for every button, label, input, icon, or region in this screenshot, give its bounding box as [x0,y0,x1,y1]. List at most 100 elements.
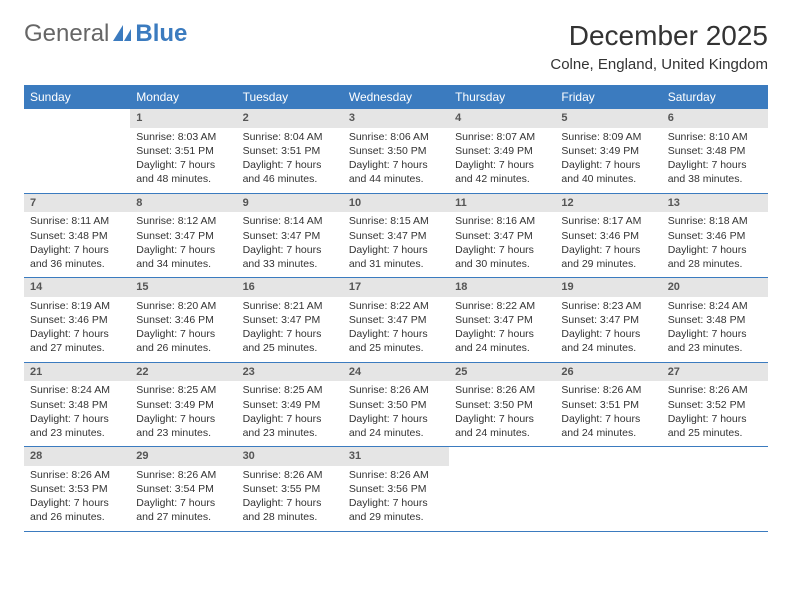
sunrise-text: Sunrise: 8:07 AM [455,130,549,144]
sunrise-text: Sunrise: 8:26 AM [349,468,443,482]
day-number: 11 [449,194,555,213]
sunrise-text: Sunrise: 8:19 AM [30,299,124,313]
sunrise-text: Sunrise: 8:11 AM [30,214,124,228]
daylight-text: Daylight: 7 hours and 28 minutes. [668,243,762,271]
day-number: 1 [130,109,236,128]
sunrise-text: Sunrise: 8:26 AM [30,468,124,482]
sunrise-text: Sunrise: 8:03 AM [136,130,230,144]
day-number: 22 [130,363,236,382]
daylight-text: Daylight: 7 hours and 26 minutes. [136,327,230,355]
sunrise-text: Sunrise: 8:06 AM [349,130,443,144]
sunset-text: Sunset: 3:53 PM [30,482,124,496]
sunset-text: Sunset: 3:47 PM [455,313,549,327]
sunrise-text: Sunrise: 8:23 AM [561,299,655,313]
day-number: 3 [343,109,449,128]
week-row: 7Sunrise: 8:11 AMSunset: 3:48 PMDaylight… [24,194,768,279]
day-content: Sunrise: 8:14 AMSunset: 3:47 PMDaylight:… [237,212,343,277]
daylight-text: Daylight: 7 hours and 46 minutes. [243,158,337,186]
daylight-text: Daylight: 7 hours and 23 minutes. [136,412,230,440]
day-cell: 12Sunrise: 8:17 AMSunset: 3:46 PMDayligh… [555,194,661,278]
day-number: 10 [343,194,449,213]
sunrise-text: Sunrise: 8:04 AM [243,130,337,144]
day-number: 4 [449,109,555,128]
day-cell: 6Sunrise: 8:10 AMSunset: 3:48 PMDaylight… [662,109,768,193]
sunset-text: Sunset: 3:46 PM [136,313,230,327]
daylight-text: Daylight: 7 hours and 24 minutes. [349,412,443,440]
daylight-text: Daylight: 7 hours and 23 minutes. [243,412,337,440]
day-number [555,447,661,451]
day-number: 5 [555,109,661,128]
sunrise-text: Sunrise: 8:25 AM [136,383,230,397]
sunrise-text: Sunrise: 8:25 AM [243,383,337,397]
day-cell: 5Sunrise: 8:09 AMSunset: 3:49 PMDaylight… [555,109,661,193]
week-row: 1Sunrise: 8:03 AMSunset: 3:51 PMDaylight… [24,109,768,194]
day-content: Sunrise: 8:26 AMSunset: 3:54 PMDaylight:… [130,466,236,531]
sunset-text: Sunset: 3:47 PM [349,313,443,327]
sunrise-text: Sunrise: 8:20 AM [136,299,230,313]
day-cell: 4Sunrise: 8:07 AMSunset: 3:49 PMDaylight… [449,109,555,193]
day-content: Sunrise: 8:26 AMSunset: 3:50 PMDaylight:… [343,381,449,446]
day-number: 21 [24,363,130,382]
day-number: 15 [130,278,236,297]
day-cell: 27Sunrise: 8:26 AMSunset: 3:52 PMDayligh… [662,363,768,447]
sunset-text: Sunset: 3:47 PM [243,313,337,327]
day-cell: 7Sunrise: 8:11 AMSunset: 3:48 PMDaylight… [24,194,130,278]
day-number [24,109,130,113]
day-number: 18 [449,278,555,297]
daylight-text: Daylight: 7 hours and 40 minutes. [561,158,655,186]
day-content: Sunrise: 8:11 AMSunset: 3:48 PMDaylight:… [24,212,130,277]
day-number [662,447,768,451]
daylight-text: Daylight: 7 hours and 31 minutes. [349,243,443,271]
sunset-text: Sunset: 3:47 PM [455,229,549,243]
day-number: 13 [662,194,768,213]
daylight-text: Daylight: 7 hours and 24 minutes. [561,412,655,440]
day-header: Thursday [449,85,555,109]
day-number: 29 [130,447,236,466]
daylight-text: Daylight: 7 hours and 24 minutes. [455,412,549,440]
day-number: 6 [662,109,768,128]
sunset-text: Sunset: 3:48 PM [30,398,124,412]
sunrise-text: Sunrise: 8:24 AM [30,383,124,397]
daylight-text: Daylight: 7 hours and 34 minutes. [136,243,230,271]
day-content: Sunrise: 8:19 AMSunset: 3:46 PMDaylight:… [24,297,130,362]
sunrise-text: Sunrise: 8:21 AM [243,299,337,313]
week-row: 28Sunrise: 8:26 AMSunset: 3:53 PMDayligh… [24,447,768,532]
sunset-text: Sunset: 3:48 PM [668,144,762,158]
day-cell: 18Sunrise: 8:22 AMSunset: 3:47 PMDayligh… [449,278,555,362]
day-number: 23 [237,363,343,382]
sunset-text: Sunset: 3:47 PM [561,313,655,327]
week-row: 21Sunrise: 8:24 AMSunset: 3:48 PMDayligh… [24,363,768,448]
day-cell [662,447,768,531]
day-cell: 23Sunrise: 8:25 AMSunset: 3:49 PMDayligh… [237,363,343,447]
day-content: Sunrise: 8:25 AMSunset: 3:49 PMDaylight:… [237,381,343,446]
day-cell: 9Sunrise: 8:14 AMSunset: 3:47 PMDaylight… [237,194,343,278]
sunrise-text: Sunrise: 8:22 AM [349,299,443,313]
sunrise-text: Sunrise: 8:18 AM [668,214,762,228]
sunset-text: Sunset: 3:49 PM [136,398,230,412]
day-number: 30 [237,447,343,466]
day-number: 26 [555,363,661,382]
daylight-text: Daylight: 7 hours and 23 minutes. [30,412,124,440]
day-header: Monday [130,85,236,109]
sunset-text: Sunset: 3:51 PM [561,398,655,412]
day-headers-row: Sunday Monday Tuesday Wednesday Thursday… [24,85,768,109]
day-content: Sunrise: 8:03 AMSunset: 3:51 PMDaylight:… [130,128,236,193]
day-cell: 16Sunrise: 8:21 AMSunset: 3:47 PMDayligh… [237,278,343,362]
day-header: Friday [555,85,661,109]
sunset-text: Sunset: 3:46 PM [668,229,762,243]
day-content: Sunrise: 8:09 AMSunset: 3:49 PMDaylight:… [555,128,661,193]
day-cell: 17Sunrise: 8:22 AMSunset: 3:47 PMDayligh… [343,278,449,362]
day-number: 31 [343,447,449,466]
day-content: Sunrise: 8:16 AMSunset: 3:47 PMDaylight:… [449,212,555,277]
day-cell [449,447,555,531]
day-number [449,447,555,451]
day-content: Sunrise: 8:25 AMSunset: 3:49 PMDaylight:… [130,381,236,446]
daylight-text: Daylight: 7 hours and 36 minutes. [30,243,124,271]
sunset-text: Sunset: 3:47 PM [349,229,443,243]
day-content: Sunrise: 8:23 AMSunset: 3:47 PMDaylight:… [555,297,661,362]
day-number: 9 [237,194,343,213]
day-cell: 11Sunrise: 8:16 AMSunset: 3:47 PMDayligh… [449,194,555,278]
day-cell: 1Sunrise: 8:03 AMSunset: 3:51 PMDaylight… [130,109,236,193]
day-number: 8 [130,194,236,213]
logo-text-blue: Blue [135,20,187,48]
